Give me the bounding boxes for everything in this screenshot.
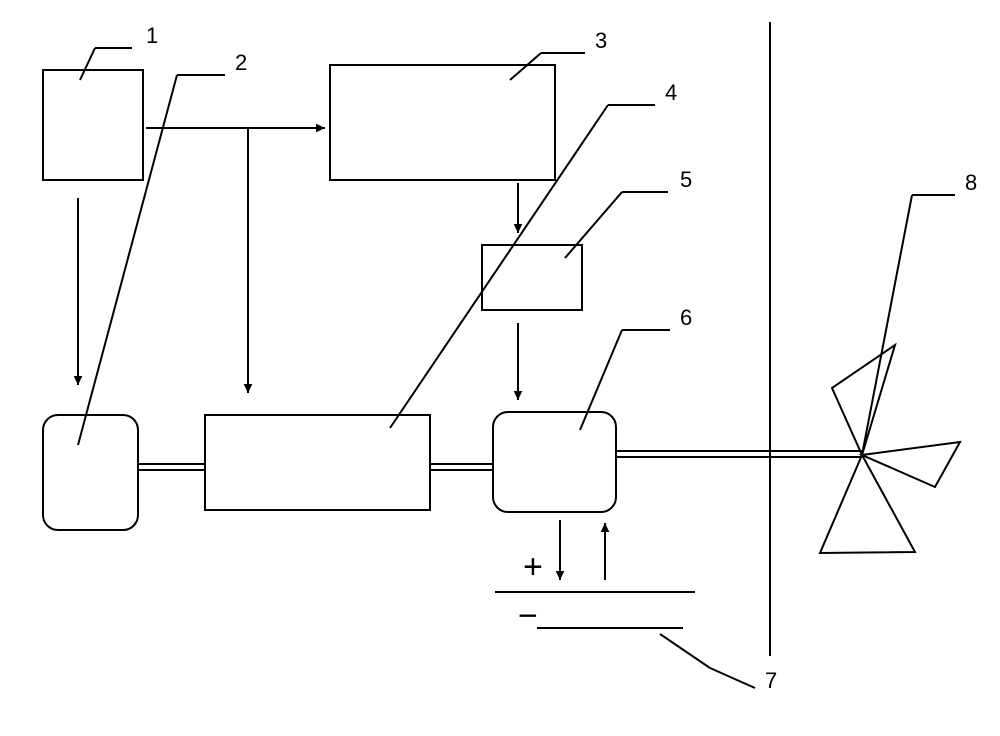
- label-5: 5: [680, 167, 692, 192]
- label-3: 3: [595, 28, 607, 53]
- battery-minus-symbol: −: [518, 597, 538, 635]
- label-1: 1: [146, 23, 158, 48]
- label-6: 6: [680, 305, 692, 330]
- label-7: 7: [765, 668, 777, 693]
- label-2: 2: [235, 50, 247, 75]
- battery-plus-symbol: +: [523, 548, 543, 586]
- label-4: 4: [665, 80, 677, 105]
- label-8: 8: [965, 170, 977, 195]
